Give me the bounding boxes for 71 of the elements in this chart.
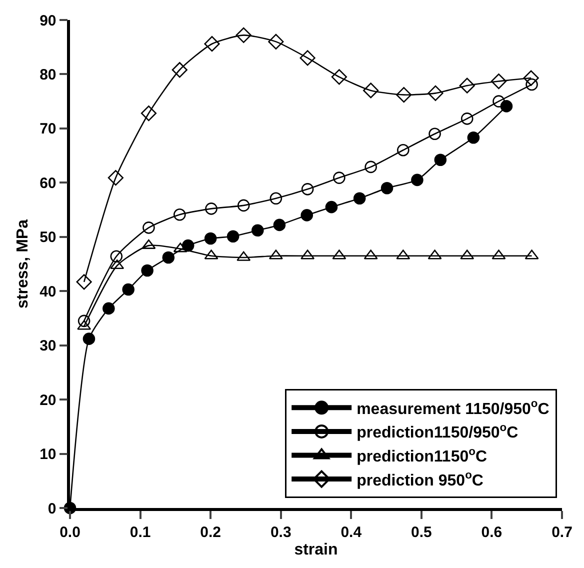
point bbox=[142, 222, 155, 234]
legend-label: prediction 950$^{o}$C bbox=[356, 470, 484, 490]
y-tick-label: 0 bbox=[48, 500, 56, 518]
y-tick-label: 10 bbox=[40, 446, 56, 464]
point bbox=[162, 251, 175, 264]
point bbox=[428, 85, 444, 101]
point bbox=[428, 128, 441, 140]
x-tick-label: 0.0 bbox=[60, 524, 80, 541]
point bbox=[205, 202, 218, 215]
point bbox=[237, 199, 250, 212]
point bbox=[301, 183, 314, 196]
y-tick-label: 50 bbox=[40, 229, 56, 246]
point bbox=[226, 230, 240, 242]
point bbox=[122, 283, 134, 296]
point bbox=[108, 170, 124, 186]
point bbox=[397, 144, 410, 156]
point bbox=[492, 95, 505, 108]
point bbox=[270, 192, 282, 205]
y-tick-label: 30 bbox=[40, 338, 56, 355]
point bbox=[434, 154, 447, 166]
x-tick-label: 0.5 bbox=[411, 524, 432, 541]
y-axis-title: stress, MPa bbox=[14, 219, 32, 308]
point bbox=[300, 50, 316, 66]
point bbox=[78, 314, 90, 328]
point bbox=[396, 87, 412, 103]
x-tick-label: 0.7 bbox=[552, 524, 572, 541]
x-tick-label: 0.3 bbox=[270, 524, 292, 541]
point bbox=[380, 182, 394, 194]
point bbox=[467, 132, 480, 144]
point bbox=[204, 36, 220, 52]
point bbox=[523, 70, 539, 86]
point bbox=[353, 192, 366, 205]
point bbox=[411, 174, 424, 186]
point bbox=[364, 160, 377, 174]
point bbox=[459, 78, 475, 94]
point bbox=[102, 302, 115, 315]
x-tick-label: 0.6 bbox=[481, 524, 502, 541]
y-tick-label: 20 bbox=[40, 392, 56, 409]
legend-label: measurement 1150/950$^{o}$C bbox=[356, 398, 550, 418]
point bbox=[174, 208, 186, 221]
point bbox=[325, 200, 338, 214]
y-tick-label: 80 bbox=[40, 66, 56, 84]
point bbox=[268, 34, 284, 50]
point bbox=[300, 209, 314, 222]
point bbox=[110, 250, 123, 263]
point bbox=[140, 105, 157, 122]
point bbox=[490, 73, 507, 90]
point bbox=[273, 218, 286, 232]
point bbox=[333, 172, 346, 184]
point bbox=[331, 69, 347, 85]
point bbox=[76, 274, 92, 290]
point bbox=[500, 100, 513, 112]
point bbox=[204, 232, 217, 245]
y-tick-label: 60 bbox=[40, 174, 56, 192]
x-tick-label: 0.4 bbox=[340, 524, 362, 541]
y-tick-label: 70 bbox=[40, 120, 56, 138]
y-tick-label: 90 bbox=[40, 12, 56, 30]
y-tick-label: 40 bbox=[40, 283, 56, 300]
point bbox=[236, 27, 252, 43]
point bbox=[110, 259, 124, 270]
point bbox=[363, 82, 379, 98]
point bbox=[172, 62, 188, 78]
point bbox=[460, 112, 474, 125]
point bbox=[141, 264, 154, 277]
legend-label: prediction1150$^{o}$C bbox=[356, 446, 488, 466]
x-tick-label: 0.1 bbox=[130, 524, 151, 541]
point bbox=[82, 332, 96, 345]
x-axis-title: strain bbox=[294, 541, 338, 558]
point bbox=[252, 224, 264, 237]
x-tick-label: 0.2 bbox=[200, 524, 221, 541]
legend-label: prediction1150/950$^{o}$C bbox=[356, 422, 519, 442]
